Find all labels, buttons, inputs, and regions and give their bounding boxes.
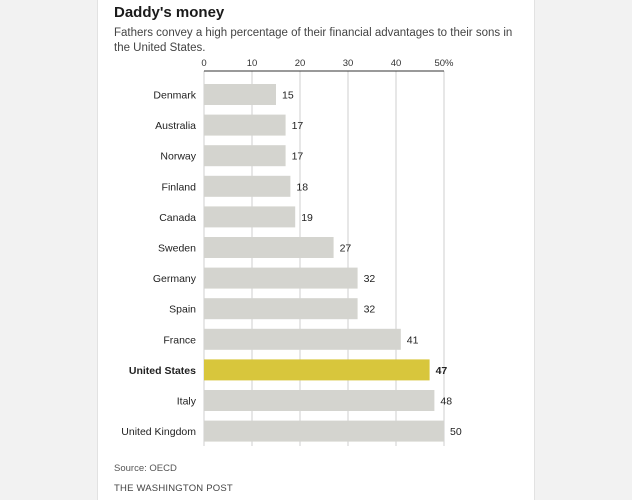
bars — [204, 84, 444, 442]
bar — [204, 237, 334, 258]
bar — [204, 328, 401, 350]
value-label: 32 — [364, 304, 376, 316]
category-label: Norway — [160, 151, 196, 163]
category-label: Germany — [153, 273, 197, 285]
bar — [204, 175, 291, 197]
category-label: Finland — [162, 181, 197, 193]
x-tick-label: 10 — [247, 58, 258, 69]
category-label: Sweden — [158, 243, 196, 255]
value-label: 50 — [450, 426, 462, 438]
bar — [204, 145, 286, 167]
category-label: France — [163, 334, 196, 346]
category-label: United States — [129, 365, 196, 377]
category-labels: Denmark Australia Norway Finland Canada Swede… — [121, 90, 196, 439]
x-axis-ticks: 0 10 20 30 40 50% — [201, 58, 454, 69]
bar-chart: 0 10 20 30 40 50% Denmark Australia Norway Finla… — [121, 58, 462, 446]
x-tick-label: 40 — [391, 58, 402, 69]
value-labels: 15 17 17 18 19 27 32 32 41 47 48 50 — [282, 90, 462, 439]
value-label: 15 — [282, 90, 294, 102]
bar — [204, 84, 276, 105]
value-label: 47 — [436, 365, 448, 377]
bar — [204, 359, 430, 381]
value-label: 17 — [292, 120, 304, 132]
category-label: United Kingdom — [121, 426, 196, 438]
x-tick-label: 0 — [201, 58, 206, 69]
chart-subtitle: Fathers convey a high percentage of thei… — [114, 27, 513, 54]
publisher-credit: THE WASHINGTON POST — [114, 483, 233, 494]
category-label: Spain — [169, 304, 196, 316]
bar — [204, 390, 435, 411]
bar — [204, 206, 296, 228]
chart-title: Daddy's money — [114, 4, 225, 21]
value-label: 18 — [296, 181, 308, 193]
source-note: Source: OECD — [114, 463, 177, 474]
value-label: 17 — [292, 151, 304, 163]
x-tick-label: 30 — [343, 58, 354, 69]
value-label: 19 — [301, 212, 313, 224]
category-label: Canada — [159, 212, 196, 224]
value-label: 32 — [364, 273, 376, 285]
x-tick-label: 50% — [434, 58, 454, 69]
category-label: Italy — [177, 396, 197, 408]
category-label: Denmark — [153, 90, 196, 102]
x-tick-label: 20 — [295, 58, 306, 69]
category-label: Australia — [155, 120, 196, 132]
value-label: 27 — [340, 243, 352, 255]
chart-card: Daddy's money Fathers convey a high perc… — [97, 0, 535, 500]
bar — [204, 420, 444, 442]
value-label: 41 — [407, 334, 419, 346]
bar — [204, 267, 358, 289]
bar — [204, 114, 286, 136]
bar — [204, 298, 358, 320]
value-label: 48 — [440, 396, 452, 408]
